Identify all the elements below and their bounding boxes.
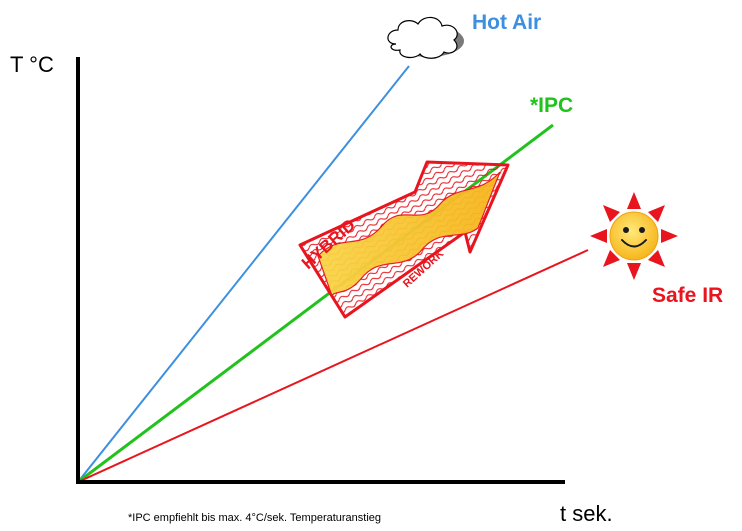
- safe-ir-line: [77, 249, 589, 483]
- x-axis-label: t sek.: [560, 501, 613, 526]
- y-axis-label: T °C: [10, 52, 54, 77]
- safe-ir-label: Safe IR: [652, 284, 723, 307]
- smiling-sun-icon: [590, 192, 678, 280]
- footnote: *IPC empfiehlt bis max. 4°C/sek. Tempera…: [128, 512, 381, 524]
- hot-air-label: Hot Air: [472, 11, 541, 34]
- ipc-label: *IPC: [530, 94, 573, 117]
- cloud-icon: [387, 16, 464, 59]
- hot-air-line: [77, 65, 410, 483]
- wave-arrow-icon: HYBRID REWORK: [298, 160, 510, 319]
